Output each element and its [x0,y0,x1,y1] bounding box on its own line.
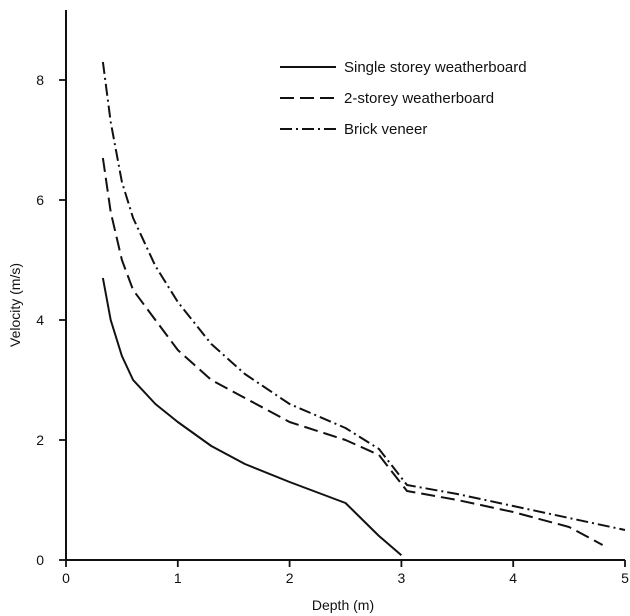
legend: Single storey weatherboard 2-storey weath… [280,59,527,138]
ticks: 0 1 2 3 4 5 0 2 4 6 8 [36,72,629,586]
series-line-0 [101,277,403,556]
x-tick-label-1: 1 [174,570,182,586]
x-axis-label: Depth (m) [312,597,374,613]
y-tick-label-2: 4 [36,312,44,328]
x-tick-label-3: 3 [398,570,406,586]
series-line-1 [101,157,604,546]
y-tick-label-1: 2 [36,432,44,448]
y-tick-label-0: 0 [36,552,44,568]
x-tick-label-2: 2 [286,570,294,586]
y-tick-label-4: 8 [36,72,44,88]
legend-label-0: Single storey weatherboard [344,59,527,76]
y-axis-label: Velocity (m/s) [7,263,23,347]
y-tick-label-3: 6 [36,192,44,208]
series-lines [101,61,626,556]
axes [65,10,625,561]
series-line-2 [101,61,626,531]
x-tick-label-4: 4 [509,570,517,586]
legend-label-2: Brick veneer [344,121,427,138]
legend-label-1: 2-storey weatherboard [344,90,494,107]
x-tick-label-0: 0 [62,570,70,586]
x-tick-label-5: 5 [621,570,629,586]
